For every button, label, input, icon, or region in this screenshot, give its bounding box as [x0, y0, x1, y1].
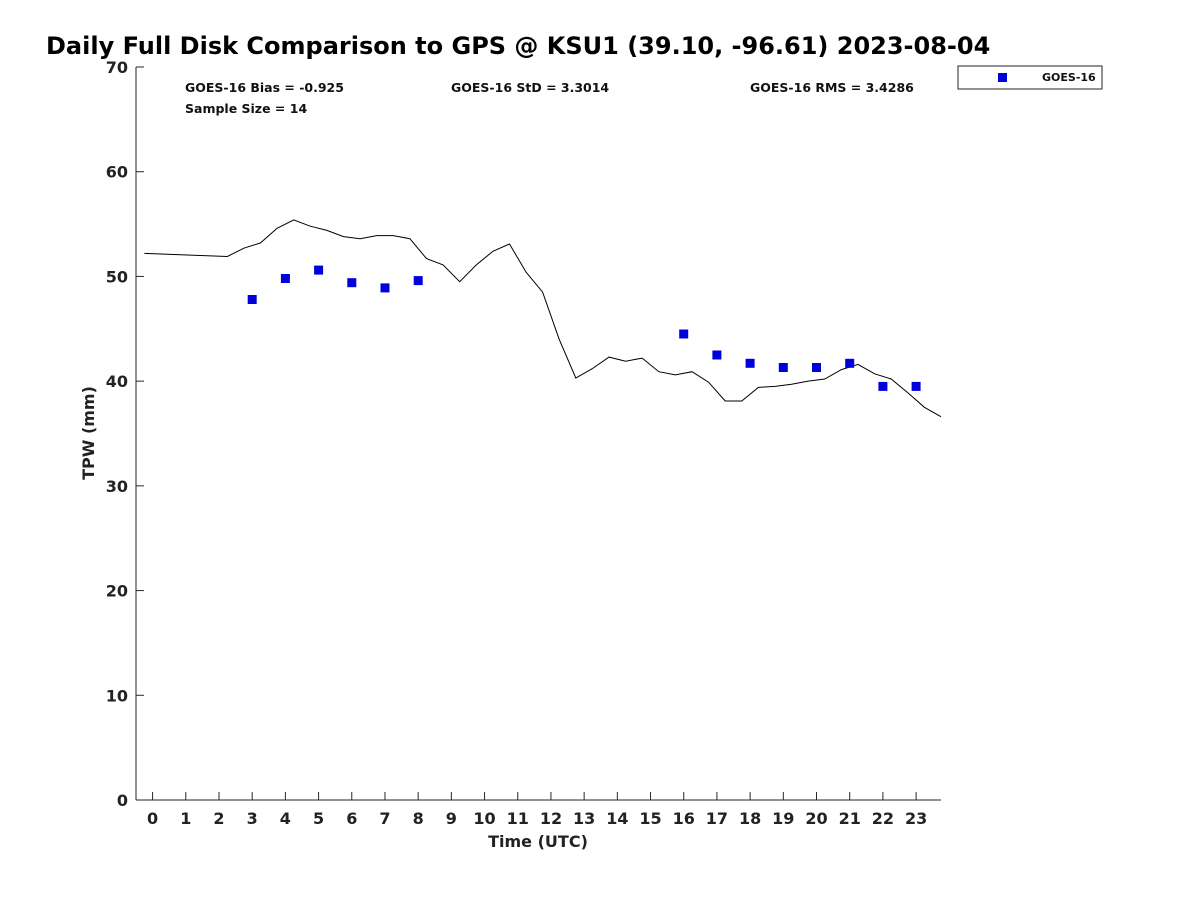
x-tick-label: 14: [606, 809, 628, 828]
x-tick-label: 13: [573, 809, 595, 828]
goes16-point: [812, 363, 821, 372]
legend-label-goes16: GOES-16: [1042, 71, 1096, 84]
x-tick-label: 4: [280, 809, 291, 828]
x-tick-label: 23: [905, 809, 927, 828]
x-tick-label: 18: [739, 809, 761, 828]
goes16-point: [878, 381, 888, 391]
x-tick-label: 7: [379, 809, 390, 828]
x-tick-label: 15: [639, 809, 661, 828]
goes16-point: [745, 358, 755, 368]
legend-marker-goes16: [998, 73, 1007, 82]
x-tick-label: 1: [180, 809, 191, 828]
stat-std: GOES-16 StD = 3.3014: [451, 80, 609, 95]
y-tick-label: 0: [117, 791, 128, 810]
y-tick-label: 40: [106, 372, 128, 391]
stat-sample-size: Sample Size = 14: [185, 101, 307, 116]
y-tick-label: 50: [106, 267, 128, 286]
y-tick-label: 30: [106, 477, 128, 496]
x-tick-label: 9: [446, 809, 457, 828]
y-tick-label: 60: [106, 163, 128, 182]
x-tick-label: 3: [247, 809, 258, 828]
x-tick-label: 11: [507, 809, 529, 828]
y-tick-label: 20: [106, 582, 128, 601]
x-tick-label: 20: [805, 809, 827, 828]
y-axis-label: TPW (mm): [79, 386, 98, 480]
goes16-point: [347, 278, 357, 288]
x-tick-label: 19: [772, 809, 794, 828]
x-tick-label: 6: [346, 809, 357, 828]
x-axis-label: Time (UTC): [488, 832, 588, 851]
goes16-point: [280, 274, 290, 283]
x-tick-label: 12: [540, 809, 562, 828]
goes16-point: [380, 283, 390, 293]
goes16-point: [314, 265, 324, 275]
goes16-point: [911, 381, 921, 391]
x-tick-label: 8: [413, 809, 424, 828]
x-tick-label: 22: [872, 809, 894, 828]
legend-box: [957, 65, 1103, 90]
y-tick-label: 70: [106, 58, 128, 77]
x-tick-label: 21: [839, 809, 861, 828]
x-tick-label: 17: [706, 809, 728, 828]
chart-title: Daily Full Disk Comparison to GPS @ KSU1…: [46, 32, 990, 60]
x-tick-label: 2: [213, 809, 224, 828]
y-tick-label: 10: [106, 686, 128, 705]
goes16-point: [778, 363, 788, 372]
goes16-points-series: [247, 265, 921, 391]
x-tick-label: 5: [313, 809, 324, 828]
x-tick-label: 10: [473, 809, 495, 828]
stat-bias: GOES-16 Bias = -0.925: [185, 80, 344, 95]
goes16-point: [679, 329, 689, 339]
goes16-point: [413, 276, 423, 286]
x-tick-label: 0: [147, 809, 158, 828]
stat-rms: GOES-16 RMS = 3.4286: [750, 80, 914, 95]
gps-line-series: [144, 219, 942, 418]
goes16-point: [845, 358, 855, 368]
x-tick-label: 16: [673, 809, 695, 828]
goes16-point: [247, 295, 257, 304]
legend: GOES-16: [957, 65, 1103, 90]
gps-line: [144, 219, 942, 418]
goes16-point: [712, 350, 722, 360]
